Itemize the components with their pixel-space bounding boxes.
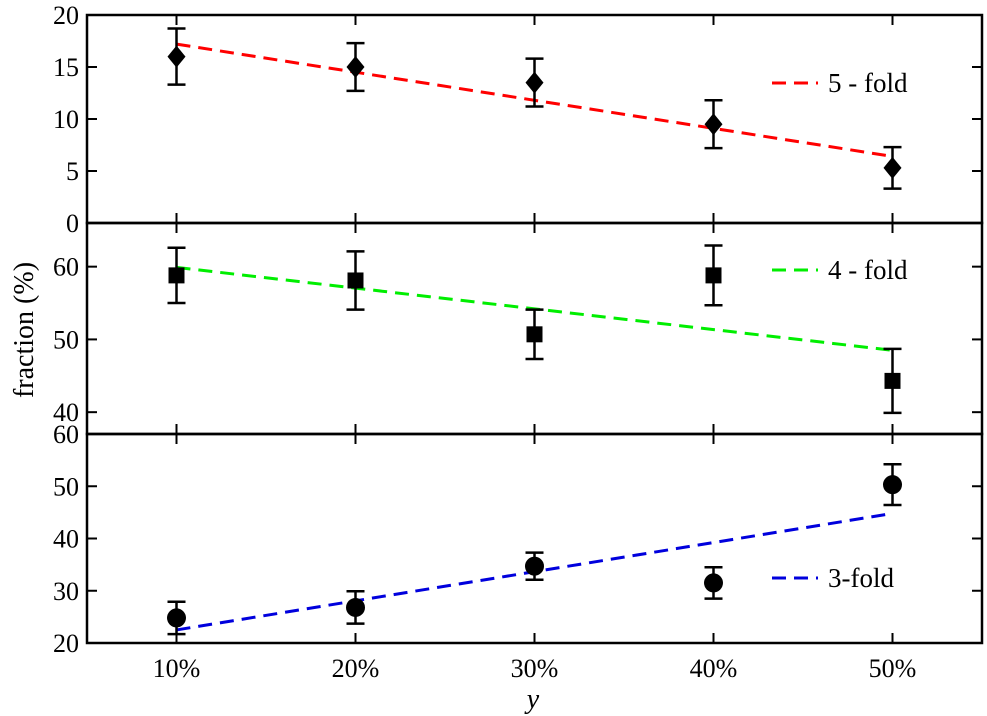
5-fold-panel-data-point xyxy=(525,71,544,94)
5-fold-panel-ytick-label: 10 xyxy=(53,105,79,134)
4-fold-panel-data-point xyxy=(705,267,722,284)
3-fold-panel-ytick-label: 20 xyxy=(53,629,79,658)
3-fold-panel-legend-label: 3-fold xyxy=(828,563,894,593)
3-fold-panel-data-point xyxy=(883,475,902,495)
x-tick-label: 50% xyxy=(869,654,917,683)
5-fold-panel-data-point xyxy=(883,156,902,179)
3-fold-panel-data-point xyxy=(525,556,544,576)
3-fold-panel-data-point xyxy=(167,608,186,628)
y-axis-title: fraction (%) xyxy=(9,262,40,398)
x-tick-label: 10% xyxy=(153,654,201,683)
5-fold-panel-ytick-label: 20 xyxy=(53,1,79,30)
3-fold-panel-frame xyxy=(85,432,984,645)
x-axis-title: y xyxy=(524,684,540,715)
3-fold-panel-ytick-label: 40 xyxy=(53,525,79,554)
4-fold-panel-ytick-label: 50 xyxy=(53,325,79,354)
4-fold-panel-ytick-label: 60 xyxy=(53,253,79,282)
5-fold-panel-data-point xyxy=(346,56,365,78)
4-fold-panel-data-point xyxy=(347,272,364,289)
4-fold-panel: 40 50 60 4 - fold xyxy=(53,221,984,436)
3-fold-panel-ytick-label: 60 xyxy=(53,420,79,449)
5-fold-panel-ytick-label: 15 xyxy=(53,53,79,82)
x-tick-label: 40% xyxy=(690,654,738,683)
4-fold-panel-data-point xyxy=(168,267,185,284)
x-tick-label: 30% xyxy=(511,654,559,683)
5-fold-panel-data-point xyxy=(704,113,723,136)
3-fold-panel-data-point xyxy=(346,597,365,617)
5-fold-panel-data-point xyxy=(167,45,186,68)
4-fold-panel-data-point xyxy=(526,326,543,343)
4-fold-panel-legend-label: 4 - fold xyxy=(828,255,908,285)
4-fold-panel-ytick-label: 40 xyxy=(53,398,79,427)
3-fold-panel-data-point xyxy=(704,573,723,593)
3-fold-panel: 20 30 40 50 60 3-fold xyxy=(53,420,984,658)
x-tick-label: 20% xyxy=(332,654,380,683)
5-fold-panel-ytick-label: 0 xyxy=(66,209,79,238)
plot-layer: 0 5 10 15 20 5 - fold 40 50 60 4 - fold 20 30 40 50 60… xyxy=(53,1,984,683)
3-fold-panel-ytick-label: 30 xyxy=(53,577,79,606)
5-fold-panel-ytick-label: 5 xyxy=(66,157,79,186)
4-fold-panel-data-point xyxy=(884,372,901,389)
5-fold-panel-frame xyxy=(85,13,984,225)
5-fold-panel-legend-label: 5 - fold xyxy=(828,68,908,98)
5-fold-panel: 0 5 10 15 20 5 - fold xyxy=(53,1,984,238)
3-fold-panel-ytick-label: 50 xyxy=(53,472,79,501)
